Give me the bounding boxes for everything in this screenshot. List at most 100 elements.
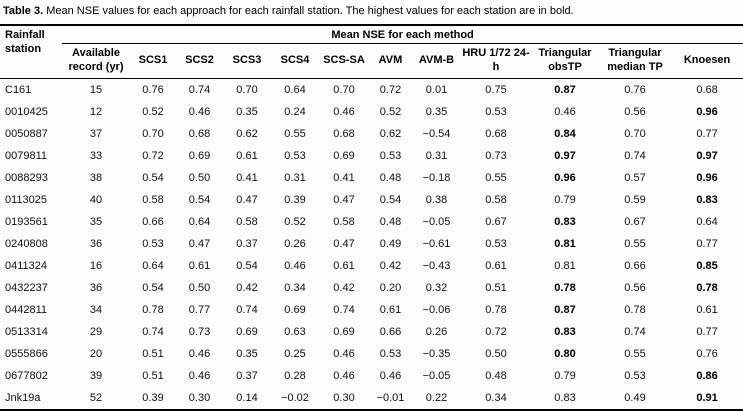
record-cell: 15 — [89, 84, 103, 97]
value-cell: 0.42 — [379, 260, 402, 273]
value-cell: 0.47 — [236, 194, 258, 207]
header-banner: Mean NSE for each method — [62, 24, 743, 44]
value-cell: 0.67 — [485, 216, 507, 229]
value-cell: 0.85 — [696, 260, 718, 273]
header-available-record: Available record (yr) — [62, 43, 130, 80]
table-body: C161 15 0.76 0.74 0.70 0.64 0.70 0.72 0.01 0.75 0.… — [0, 79, 743, 411]
value-cell: 0.56 — [624, 282, 646, 295]
value-cell: 0.38 — [425, 194, 448, 207]
value-cell: 0.86 — [696, 370, 718, 383]
station-cell: 0513314 — [5, 326, 48, 339]
value-cell: 0.50 — [188, 282, 211, 295]
value-cell: 0.54 — [142, 172, 164, 185]
value-cell: 0.69 — [333, 150, 355, 163]
header-triangular-median-tp: Triangular median TP — [599, 43, 671, 80]
value-cell: 0.78 — [554, 282, 576, 295]
value-cell: 0.77 — [188, 304, 211, 317]
value-cell: 0.70 — [236, 84, 258, 97]
value-cell: −0.54 — [422, 128, 451, 141]
record-cell: 52 — [89, 392, 103, 405]
value-cell: 0.84 — [554, 128, 576, 141]
value-cell: 0.96 — [696, 106, 718, 119]
value-cell: 0.58 — [333, 216, 355, 229]
value-cell: 0.74 — [142, 326, 164, 339]
value-cell: −0.05 — [422, 370, 451, 383]
value-cell: 0.46 — [284, 260, 306, 273]
value-cell: 0.70 — [142, 128, 164, 141]
value-cell: 0.61 — [188, 260, 211, 273]
table-row: 0113025 40 0.58 0.54 0.47 0.39 0.47 0.54 0.38 0.5… — [0, 189, 743, 211]
value-cell: 0.91 — [696, 392, 718, 405]
value-cell: 0.61 — [485, 260, 507, 273]
header-scs4: SCS4 — [271, 43, 319, 80]
value-cell: 0.72 — [142, 150, 164, 163]
table-row: 0088293 38 0.54 0.50 0.41 0.31 0.41 0.48 −0.18 0.… — [0, 167, 743, 189]
record-cell: 36 — [89, 282, 103, 295]
station-cell: 0193561 — [5, 216, 48, 229]
value-cell: 0.52 — [142, 106, 164, 119]
value-cell: 0.68 — [188, 128, 211, 141]
value-cell: 0.58 — [142, 194, 164, 207]
header-avm: AVM — [369, 43, 412, 80]
value-cell: −0.05 — [422, 216, 451, 229]
value-cell: 0.68 — [485, 128, 507, 141]
record-cell: 16 — [89, 260, 103, 273]
table-row: 0010425 12 0.52 0.46 0.35 0.24 0.46 0.52 0.35 0.5… — [0, 101, 743, 123]
value-cell: 0.51 — [142, 348, 164, 361]
value-cell: 0.75 — [485, 84, 507, 97]
value-cell: 0.47 — [188, 238, 211, 251]
value-cell: 0.57 — [624, 172, 646, 185]
value-cell: 0.64 — [142, 260, 164, 273]
value-cell: 0.53 — [284, 150, 306, 163]
value-cell: 0.80 — [554, 348, 576, 361]
value-cell: 0.37 — [236, 238, 258, 251]
value-cell: 0.52 — [284, 216, 306, 229]
header-hru-1-72-24h: HRU 1/72 24-h — [461, 43, 531, 80]
value-cell: 0.41 — [236, 172, 258, 185]
station-cell: 0677802 — [5, 370, 48, 383]
value-cell: 0.46 — [333, 348, 355, 361]
value-cell: 0.74 — [624, 326, 646, 339]
value-cell: 0.55 — [485, 172, 507, 185]
value-cell: 0.53 — [379, 150, 402, 163]
table-row: 0240808 36 0.53 0.47 0.37 0.26 0.47 0.49 −0.61 0.… — [0, 233, 743, 255]
table-row: 0079811 33 0.72 0.69 0.61 0.53 0.69 0.53 0.31 0.7… — [0, 145, 743, 167]
value-cell: 0.26 — [425, 326, 448, 339]
value-cell: 0.14 — [236, 392, 258, 405]
value-cell: 0.73 — [188, 326, 211, 339]
value-cell: 0.64 — [284, 84, 306, 97]
header-scs1: SCS1 — [130, 43, 176, 80]
value-cell: 0.61 — [379, 304, 402, 317]
value-cell: 0.66 — [624, 260, 646, 273]
record-cell: 34 — [89, 304, 103, 317]
record-cell: 36 — [89, 238, 103, 251]
value-cell: 0.39 — [284, 194, 306, 207]
value-cell: 0.55 — [624, 348, 646, 361]
value-cell: 0.64 — [696, 216, 718, 229]
value-cell: 0.20 — [379, 282, 402, 295]
value-cell: 0.46 — [333, 370, 355, 383]
value-cell: 0.76 — [696, 348, 718, 361]
record-cell: 39 — [89, 370, 103, 383]
value-cell: 0.77 — [696, 238, 718, 251]
value-cell: 0.72 — [485, 326, 507, 339]
value-cell: 0.72 — [379, 84, 402, 97]
value-cell: 0.79 — [554, 370, 576, 383]
record-cell: 38 — [89, 172, 103, 185]
record-cell: 20 — [89, 348, 103, 361]
value-cell: 0.78 — [485, 304, 507, 317]
value-cell: −0.06 — [422, 304, 451, 317]
header-scs-sa: SCS-SA — [319, 43, 369, 80]
value-cell: 0.49 — [624, 392, 646, 405]
value-cell: 0.66 — [142, 216, 164, 229]
value-cell: −0.43 — [422, 260, 451, 273]
table-caption-label: Table 3. — [3, 5, 44, 17]
table-row: Jnk19a 52 0.39 0.30 0.14 −0.02 0.30 −0.01 0.22 0.… — [0, 387, 743, 410]
station-cell: 0555866 — [5, 348, 48, 361]
value-cell: 0.35 — [425, 106, 448, 119]
value-cell: 0.76 — [142, 84, 164, 97]
table-caption: Table 3. Mean NSE values for each approa… — [0, 0, 743, 24]
record-cell: 35 — [89, 216, 103, 229]
value-cell: 0.28 — [284, 370, 306, 383]
value-cell: 0.56 — [624, 106, 646, 119]
